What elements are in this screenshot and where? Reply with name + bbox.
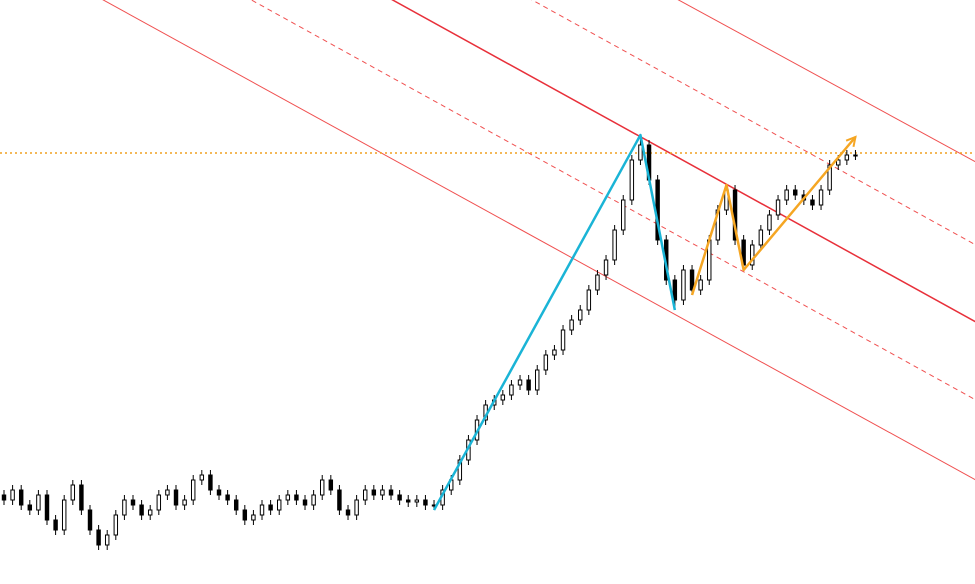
candle-body — [87, 509, 93, 531]
candle-body — [689, 269, 695, 291]
zigzag-line — [690, 136, 857, 296]
zigzag-line — [432, 133, 677, 511]
channel-line — [531, 0, 975, 246]
candle-body — [104, 534, 110, 546]
candle-body — [638, 144, 643, 161]
candle-body — [578, 309, 583, 321]
candle-body — [319, 479, 325, 496]
candle-body — [285, 494, 291, 501]
candle-body — [552, 349, 557, 356]
channel-line — [250, 0, 975, 401]
candle-body — [259, 504, 265, 516]
candle-body — [113, 514, 119, 536]
candle-body — [543, 354, 549, 371]
channel-line — [102, 0, 975, 481]
candle-body — [621, 199, 626, 231]
channel-line — [677, 0, 975, 163]
candle-body — [1, 494, 7, 501]
candle-body — [681, 269, 686, 301]
channel-line — [391, 0, 975, 323]
candle-body — [242, 509, 248, 521]
candle-body — [758, 229, 764, 246]
candle-body — [199, 474, 205, 481]
candle-body — [500, 394, 506, 401]
candle-body — [750, 244, 755, 266]
candle-body — [173, 489, 179, 506]
candle-body — [328, 479, 334, 491]
candle-body — [406, 499, 411, 503]
candle-body — [560, 329, 566, 351]
candle-body — [36, 494, 41, 511]
candle-body — [397, 494, 402, 501]
candle-body — [251, 514, 256, 521]
candle-body — [509, 384, 514, 396]
candle-body — [853, 154, 858, 157]
candle-body — [526, 379, 531, 391]
candle-body — [767, 214, 772, 231]
candle-body — [354, 499, 359, 516]
candle-body — [337, 489, 342, 511]
candle-body — [147, 509, 153, 516]
candle-body — [44, 494, 50, 521]
candle-body — [414, 499, 420, 503]
candle-body — [569, 319, 574, 331]
candle-body — [586, 289, 592, 311]
candle-body — [595, 274, 600, 291]
candle-body — [233, 499, 239, 511]
candle-body — [535, 369, 540, 391]
candle-body — [844, 154, 850, 161]
candle-body — [363, 489, 368, 501]
candle-body — [423, 499, 428, 506]
candle-body — [96, 529, 101, 546]
candle-body — [61, 499, 67, 531]
candle-body — [457, 459, 463, 481]
candle-body — [122, 499, 127, 516]
candle-body — [818, 189, 824, 206]
candle-body — [165, 489, 170, 496]
candle-body — [268, 504, 273, 511]
arrow-head — [845, 135, 857, 148]
candle-body — [216, 489, 222, 496]
candle-body — [156, 494, 162, 511]
candle-body — [302, 499, 308, 506]
candle-body — [70, 484, 76, 501]
candle-body — [775, 199, 781, 216]
candle-body — [27, 504, 33, 511]
candle-body — [629, 159, 635, 201]
candle-body — [10, 489, 15, 501]
candle-body — [380, 489, 385, 496]
candle-body — [182, 499, 187, 506]
candle-body — [311, 494, 316, 506]
candle-body — [18, 489, 24, 506]
candle-body — [827, 164, 832, 191]
candle-body — [208, 474, 213, 491]
candle-body — [371, 489, 377, 496]
candle-body — [294, 494, 299, 501]
candle-body — [603, 259, 609, 276]
candle-body — [276, 499, 282, 511]
candle-body — [345, 509, 351, 516]
candle-body — [517, 379, 523, 386]
candle-body — [836, 159, 841, 166]
candle-body — [225, 494, 230, 501]
candle-body — [130, 499, 136, 506]
candle-body — [784, 189, 789, 201]
candle-body — [79, 484, 84, 511]
candle-body — [810, 199, 815, 206]
candle-body — [139, 504, 144, 516]
candle-body — [698, 279, 703, 291]
candle-body — [53, 519, 58, 531]
candle-body — [190, 479, 196, 501]
candle-body — [793, 189, 798, 196]
candle-body — [612, 229, 617, 261]
candle-body — [672, 279, 678, 301]
candle-body — [388, 489, 394, 496]
